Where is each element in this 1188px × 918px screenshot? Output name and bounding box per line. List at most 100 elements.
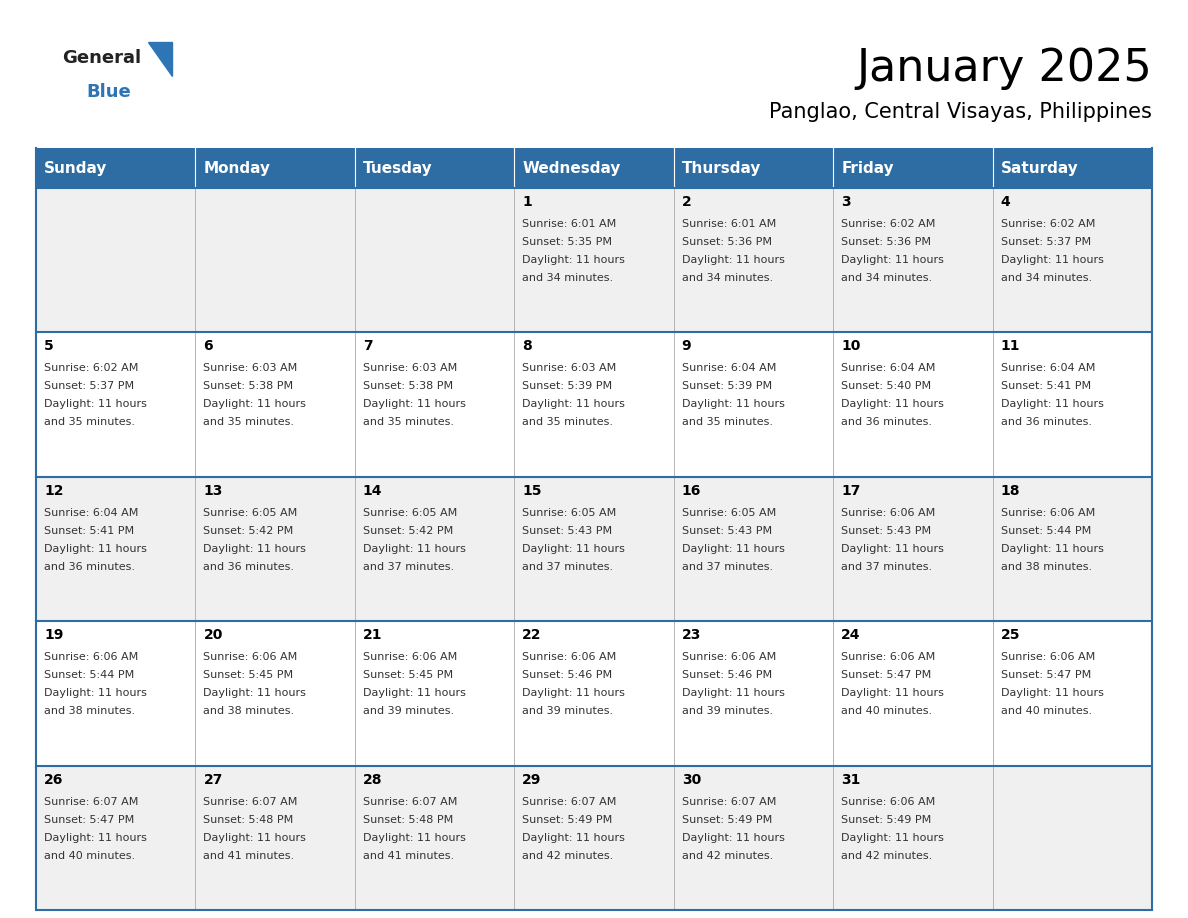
Text: Daylight: 11 hours: Daylight: 11 hours	[203, 543, 307, 554]
Text: Thursday: Thursday	[682, 161, 762, 175]
Text: Sunrise: 6:04 AM: Sunrise: 6:04 AM	[44, 508, 138, 518]
Text: 1: 1	[523, 195, 532, 209]
Text: 29: 29	[523, 773, 542, 787]
Text: Sunset: 5:39 PM: Sunset: 5:39 PM	[682, 381, 772, 391]
Text: 22: 22	[523, 628, 542, 643]
Text: Sunset: 5:40 PM: Sunset: 5:40 PM	[841, 381, 931, 391]
Text: Sunset: 5:48 PM: Sunset: 5:48 PM	[362, 814, 453, 824]
Text: Sunset: 5:39 PM: Sunset: 5:39 PM	[523, 381, 612, 391]
Text: Sunset: 5:44 PM: Sunset: 5:44 PM	[44, 670, 134, 680]
Text: 31: 31	[841, 773, 860, 787]
Text: 9: 9	[682, 340, 691, 353]
Text: 19: 19	[44, 628, 63, 643]
Text: Blue: Blue	[86, 83, 131, 101]
Text: 3: 3	[841, 195, 851, 209]
Text: Daylight: 11 hours: Daylight: 11 hours	[523, 399, 625, 409]
Polygon shape	[148, 42, 172, 76]
Text: Sunday: Sunday	[44, 161, 107, 175]
Text: and 35 minutes.: and 35 minutes.	[682, 418, 772, 428]
Text: Sunset: 5:49 PM: Sunset: 5:49 PM	[682, 814, 772, 824]
Text: Daylight: 11 hours: Daylight: 11 hours	[841, 399, 944, 409]
Text: and 35 minutes.: and 35 minutes.	[362, 418, 454, 428]
Text: Sunrise: 6:06 AM: Sunrise: 6:06 AM	[682, 652, 776, 662]
Text: 24: 24	[841, 628, 860, 643]
Bar	[196, 148, 355, 188]
Text: Sunrise: 6:02 AM: Sunrise: 6:02 AM	[841, 219, 935, 229]
Text: Sunset: 5:42 PM: Sunset: 5:42 PM	[362, 526, 453, 536]
Text: 23: 23	[682, 628, 701, 643]
Text: Sunset: 5:38 PM: Sunset: 5:38 PM	[203, 381, 293, 391]
Text: and 34 minutes.: and 34 minutes.	[682, 273, 773, 283]
Text: Sunrise: 6:04 AM: Sunrise: 6:04 AM	[841, 364, 935, 374]
Text: Sunset: 5:36 PM: Sunset: 5:36 PM	[682, 237, 772, 247]
Bar	[36, 766, 1152, 910]
Text: Friday: Friday	[841, 161, 893, 175]
Text: Daylight: 11 hours: Daylight: 11 hours	[44, 543, 147, 554]
Text: Sunset: 5:41 PM: Sunset: 5:41 PM	[1000, 381, 1091, 391]
Text: Sunrise: 6:07 AM: Sunrise: 6:07 AM	[523, 797, 617, 807]
Text: 8: 8	[523, 340, 532, 353]
Text: Sunset: 5:46 PM: Sunset: 5:46 PM	[523, 670, 612, 680]
Text: Sunset: 5:45 PM: Sunset: 5:45 PM	[362, 670, 453, 680]
Text: Daylight: 11 hours: Daylight: 11 hours	[682, 833, 784, 843]
Text: 5: 5	[44, 340, 53, 353]
Text: and 41 minutes.: and 41 minutes.	[203, 851, 295, 860]
Text: Sunrise: 6:05 AM: Sunrise: 6:05 AM	[682, 508, 776, 518]
Text: 16: 16	[682, 484, 701, 498]
Text: Daylight: 11 hours: Daylight: 11 hours	[362, 399, 466, 409]
Text: and 37 minutes.: and 37 minutes.	[523, 562, 613, 572]
Text: 10: 10	[841, 340, 860, 353]
Text: Sunrise: 6:06 AM: Sunrise: 6:06 AM	[841, 508, 935, 518]
Bar	[36, 148, 196, 188]
Text: Sunrise: 6:03 AM: Sunrise: 6:03 AM	[203, 364, 298, 374]
Text: 12: 12	[44, 484, 63, 498]
Text: Daylight: 11 hours: Daylight: 11 hours	[203, 399, 307, 409]
Text: Sunrise: 6:06 AM: Sunrise: 6:06 AM	[841, 797, 935, 807]
Text: Sunset: 5:46 PM: Sunset: 5:46 PM	[682, 670, 772, 680]
Text: 25: 25	[1000, 628, 1020, 643]
Text: Sunrise: 6:02 AM: Sunrise: 6:02 AM	[1000, 219, 1095, 229]
Bar	[355, 148, 514, 188]
Text: Sunrise: 6:06 AM: Sunrise: 6:06 AM	[203, 652, 298, 662]
Text: and 39 minutes.: and 39 minutes.	[523, 706, 613, 716]
Text: Sunset: 5:47 PM: Sunset: 5:47 PM	[1000, 670, 1091, 680]
Text: Daylight: 11 hours: Daylight: 11 hours	[203, 688, 307, 699]
Text: Daylight: 11 hours: Daylight: 11 hours	[1000, 255, 1104, 265]
Text: Wednesday: Wednesday	[523, 161, 620, 175]
Text: 6: 6	[203, 340, 213, 353]
Text: Sunrise: 6:06 AM: Sunrise: 6:06 AM	[523, 652, 617, 662]
Text: 28: 28	[362, 773, 383, 787]
Text: Sunrise: 6:01 AM: Sunrise: 6:01 AM	[682, 219, 776, 229]
Text: Daylight: 11 hours: Daylight: 11 hours	[841, 543, 944, 554]
Text: Sunrise: 6:06 AM: Sunrise: 6:06 AM	[1000, 508, 1095, 518]
Text: and 40 minutes.: and 40 minutes.	[44, 851, 135, 860]
Bar	[514, 148, 674, 188]
Text: 15: 15	[523, 484, 542, 498]
Text: Sunset: 5:44 PM: Sunset: 5:44 PM	[1000, 526, 1091, 536]
Text: 7: 7	[362, 340, 373, 353]
Text: and 34 minutes.: and 34 minutes.	[841, 273, 933, 283]
Bar	[833, 148, 992, 188]
Text: and 36 minutes.: and 36 minutes.	[841, 418, 933, 428]
Text: Daylight: 11 hours: Daylight: 11 hours	[1000, 399, 1104, 409]
Bar	[36, 188, 1152, 332]
Text: January 2025: January 2025	[857, 47, 1152, 89]
Text: Daylight: 11 hours: Daylight: 11 hours	[841, 833, 944, 843]
Text: Sunset: 5:37 PM: Sunset: 5:37 PM	[1000, 237, 1091, 247]
Text: and 34 minutes.: and 34 minutes.	[1000, 273, 1092, 283]
Text: Sunset: 5:49 PM: Sunset: 5:49 PM	[841, 814, 931, 824]
Text: Sunrise: 6:07 AM: Sunrise: 6:07 AM	[44, 797, 138, 807]
Text: 2: 2	[682, 195, 691, 209]
Text: and 36 minutes.: and 36 minutes.	[1000, 418, 1092, 428]
Text: Monday: Monday	[203, 161, 271, 175]
Text: Tuesday: Tuesday	[362, 161, 432, 175]
Text: Daylight: 11 hours: Daylight: 11 hours	[523, 833, 625, 843]
Text: 20: 20	[203, 628, 223, 643]
Text: 21: 21	[362, 628, 383, 643]
Text: Daylight: 11 hours: Daylight: 11 hours	[362, 543, 466, 554]
Text: Daylight: 11 hours: Daylight: 11 hours	[44, 688, 147, 699]
Bar	[36, 332, 1152, 476]
Text: and 35 minutes.: and 35 minutes.	[44, 418, 135, 428]
Bar	[992, 148, 1152, 188]
Text: Daylight: 11 hours: Daylight: 11 hours	[362, 833, 466, 843]
